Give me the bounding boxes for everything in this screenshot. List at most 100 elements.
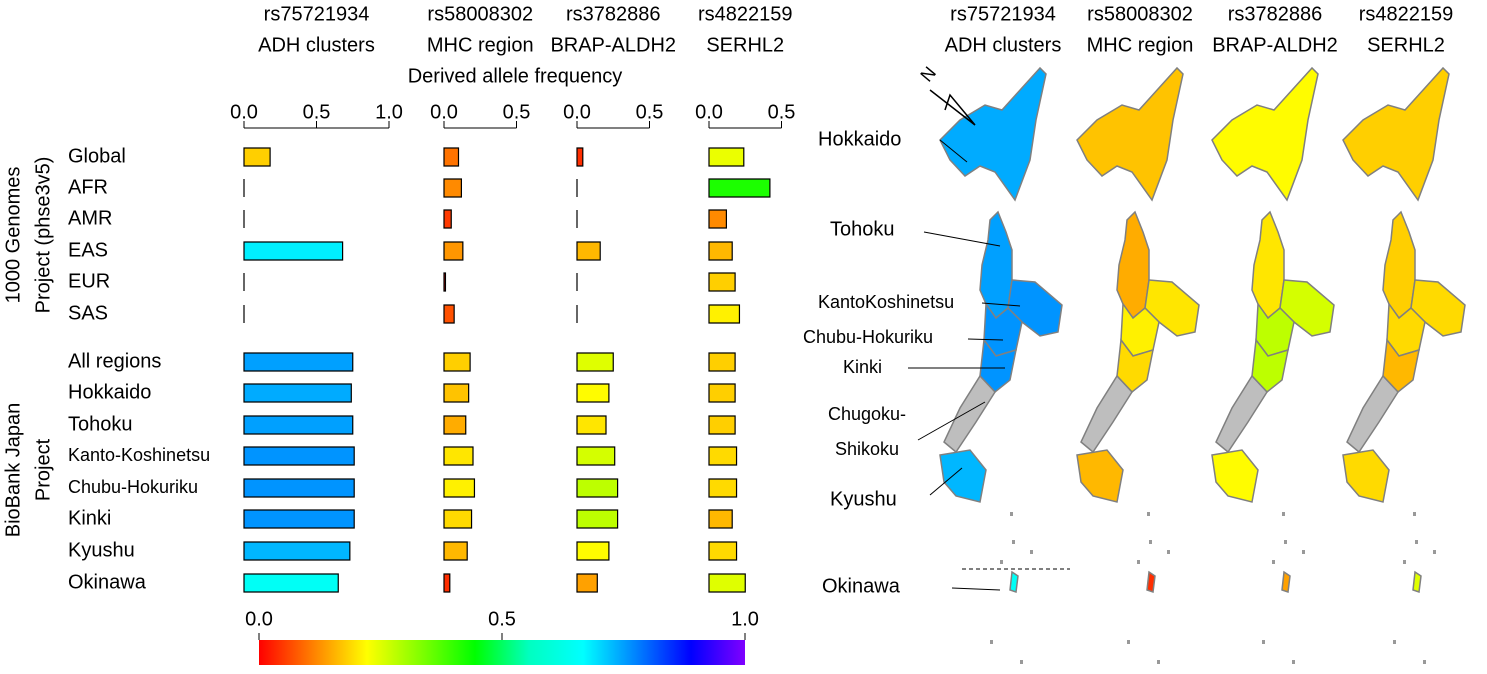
category-label: EUR bbox=[68, 270, 110, 292]
bar bbox=[708, 272, 736, 292]
island bbox=[1284, 540, 1287, 544]
map-region bbox=[1382, 210, 1416, 320]
bar bbox=[576, 383, 610, 403]
map-title: rs75721934 bbox=[950, 3, 1056, 25]
region-label: Chugoku- bbox=[828, 404, 906, 424]
map-title: rs58008302 bbox=[1087, 3, 1193, 25]
region-label: Okinawa bbox=[822, 575, 901, 597]
leader-line bbox=[981, 302, 1021, 307]
bar bbox=[708, 147, 745, 167]
x-tick-label: 0.5 bbox=[636, 101, 664, 123]
region-label: Hokkaido bbox=[818, 128, 901, 150]
category-label: Hokkaido bbox=[68, 381, 151, 403]
bar bbox=[243, 478, 355, 498]
region-label: Kinki bbox=[843, 357, 882, 377]
map-title: SERHL2 bbox=[1367, 34, 1445, 56]
map-region bbox=[1076, 449, 1124, 503]
map-region bbox=[1211, 449, 1259, 503]
panel-title: SERHL2 bbox=[706, 34, 784, 56]
island bbox=[1262, 640, 1265, 644]
region-label: KantoKoshinetsu bbox=[818, 292, 954, 312]
map-region bbox=[1080, 374, 1133, 454]
island bbox=[990, 640, 993, 644]
group-label: Project bbox=[32, 438, 54, 501]
bar bbox=[708, 415, 736, 435]
colorbar-tick-label: 1.0 bbox=[731, 608, 759, 630]
category-label: Global bbox=[68, 145, 126, 167]
panel-title: rs58008302 bbox=[427, 3, 533, 25]
group-label: BioBank Japan bbox=[2, 403, 24, 538]
map-title: rs4822159 bbox=[1359, 3, 1454, 25]
panel-title: MHC region bbox=[427, 34, 534, 56]
bar bbox=[576, 509, 619, 529]
island bbox=[1282, 512, 1285, 516]
bar bbox=[443, 178, 462, 198]
bar bbox=[243, 352, 354, 372]
x-tick-label: 0.5 bbox=[303, 101, 331, 123]
category-label: Kanto-Koshinetsu bbox=[68, 445, 210, 465]
x-tick-label: 0.0 bbox=[563, 101, 591, 123]
map-region bbox=[1076, 66, 1184, 202]
bar bbox=[708, 209, 727, 229]
x-axis-label: Derived allele frequency bbox=[408, 65, 623, 87]
category-label: Kinki bbox=[68, 507, 111, 529]
bar bbox=[443, 272, 447, 292]
bar bbox=[576, 446, 616, 466]
map-region bbox=[1009, 570, 1019, 594]
category-label: Chubu-Hokuriku bbox=[68, 477, 198, 497]
map-region bbox=[1215, 374, 1268, 454]
x-tick-label: 0.5 bbox=[768, 101, 796, 123]
bar bbox=[443, 446, 474, 466]
x-tick-label: 1.0 bbox=[375, 101, 403, 123]
bar bbox=[708, 352, 736, 372]
colorbar-tick-label: 0.5 bbox=[488, 608, 516, 630]
bar bbox=[708, 304, 741, 324]
island bbox=[1413, 512, 1416, 516]
map-region bbox=[1281, 570, 1291, 594]
map-region bbox=[939, 66, 1047, 202]
category-label: AFR bbox=[68, 176, 108, 198]
bar bbox=[243, 383, 352, 403]
map-title: rs3782886 bbox=[1228, 3, 1323, 25]
island bbox=[1157, 660, 1160, 664]
panel-title: ADH clusters bbox=[258, 34, 375, 56]
panel-title: rs75721934 bbox=[264, 3, 370, 25]
leader-line bbox=[917, 401, 986, 441]
x-tick-label: 0.5 bbox=[503, 101, 531, 123]
colorbar-tick-label: 0.0 bbox=[245, 608, 273, 630]
bar bbox=[243, 241, 344, 261]
bar bbox=[576, 241, 601, 261]
compass-label: N bbox=[916, 63, 940, 86]
island bbox=[1302, 550, 1305, 554]
category-label: Tohoku bbox=[68, 413, 133, 435]
group-label: 1000 Genomes bbox=[2, 167, 24, 304]
bar bbox=[443, 509, 473, 529]
group-label: Project (phse3v5) bbox=[32, 157, 54, 314]
category-label: Okinawa bbox=[68, 571, 147, 593]
island bbox=[1012, 540, 1015, 544]
panel-title: BRAP-ALDH2 bbox=[550, 34, 676, 56]
compass bbox=[929, 89, 976, 126]
bar bbox=[243, 541, 351, 561]
map-region bbox=[1412, 570, 1422, 594]
bar bbox=[243, 446, 355, 466]
bar bbox=[576, 478, 619, 498]
leader-line bbox=[939, 139, 968, 163]
region-label: Chubu-Hokuriku bbox=[803, 327, 933, 347]
bar bbox=[243, 415, 354, 435]
bar bbox=[576, 541, 610, 561]
bar bbox=[243, 509, 355, 529]
bar bbox=[443, 241, 464, 261]
bar bbox=[443, 478, 476, 498]
bar bbox=[243, 573, 339, 593]
map-region bbox=[1211, 66, 1319, 202]
leader-line bbox=[967, 338, 1004, 341]
island bbox=[1403, 560, 1406, 564]
island bbox=[1127, 640, 1130, 644]
bar bbox=[708, 573, 746, 593]
bar bbox=[443, 352, 471, 372]
map-region bbox=[943, 374, 996, 454]
region-label: Kyushu bbox=[830, 488, 897, 510]
colorbar bbox=[259, 640, 745, 665]
